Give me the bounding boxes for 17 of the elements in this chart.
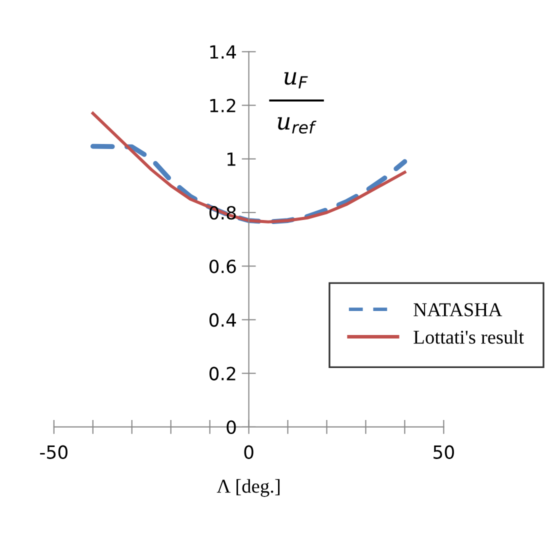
line-series <box>91 112 406 224</box>
y-tick-label: 0 <box>226 420 236 434</box>
y-tick-label: 0.2 <box>209 366 236 380</box>
legend-label: NATASHA <box>414 303 502 316</box>
y-tick-label: 0.6 <box>209 260 236 274</box>
line-series <box>90 144 408 224</box>
x-axis-title: Λ [deg.] <box>216 479 280 497</box>
x-tick-label: 50 <box>434 445 454 459</box>
annotation: u$_{ref}$ <box>278 117 316 134</box>
y-tick-label: 1 <box>228 152 236 166</box>
x-tick-label: -50 <box>40 445 68 459</box>
annotation: u$_{F}$ <box>284 72 308 88</box>
legend-label: Lottati's result <box>414 330 524 344</box>
y-tick-label: 1.2 <box>210 98 236 112</box>
y-tick-label: 1.4 <box>210 45 236 59</box>
x-tick-label: 0 <box>244 445 254 459</box>
y-tick-label: 0.4 <box>209 313 236 327</box>
